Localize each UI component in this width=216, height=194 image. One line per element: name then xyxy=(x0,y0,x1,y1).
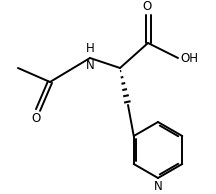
Text: H: H xyxy=(86,42,94,55)
Text: O: O xyxy=(142,0,152,13)
Text: N: N xyxy=(86,59,94,72)
Text: OH: OH xyxy=(180,51,198,64)
Text: O: O xyxy=(31,112,41,125)
Text: N: N xyxy=(154,180,162,193)
